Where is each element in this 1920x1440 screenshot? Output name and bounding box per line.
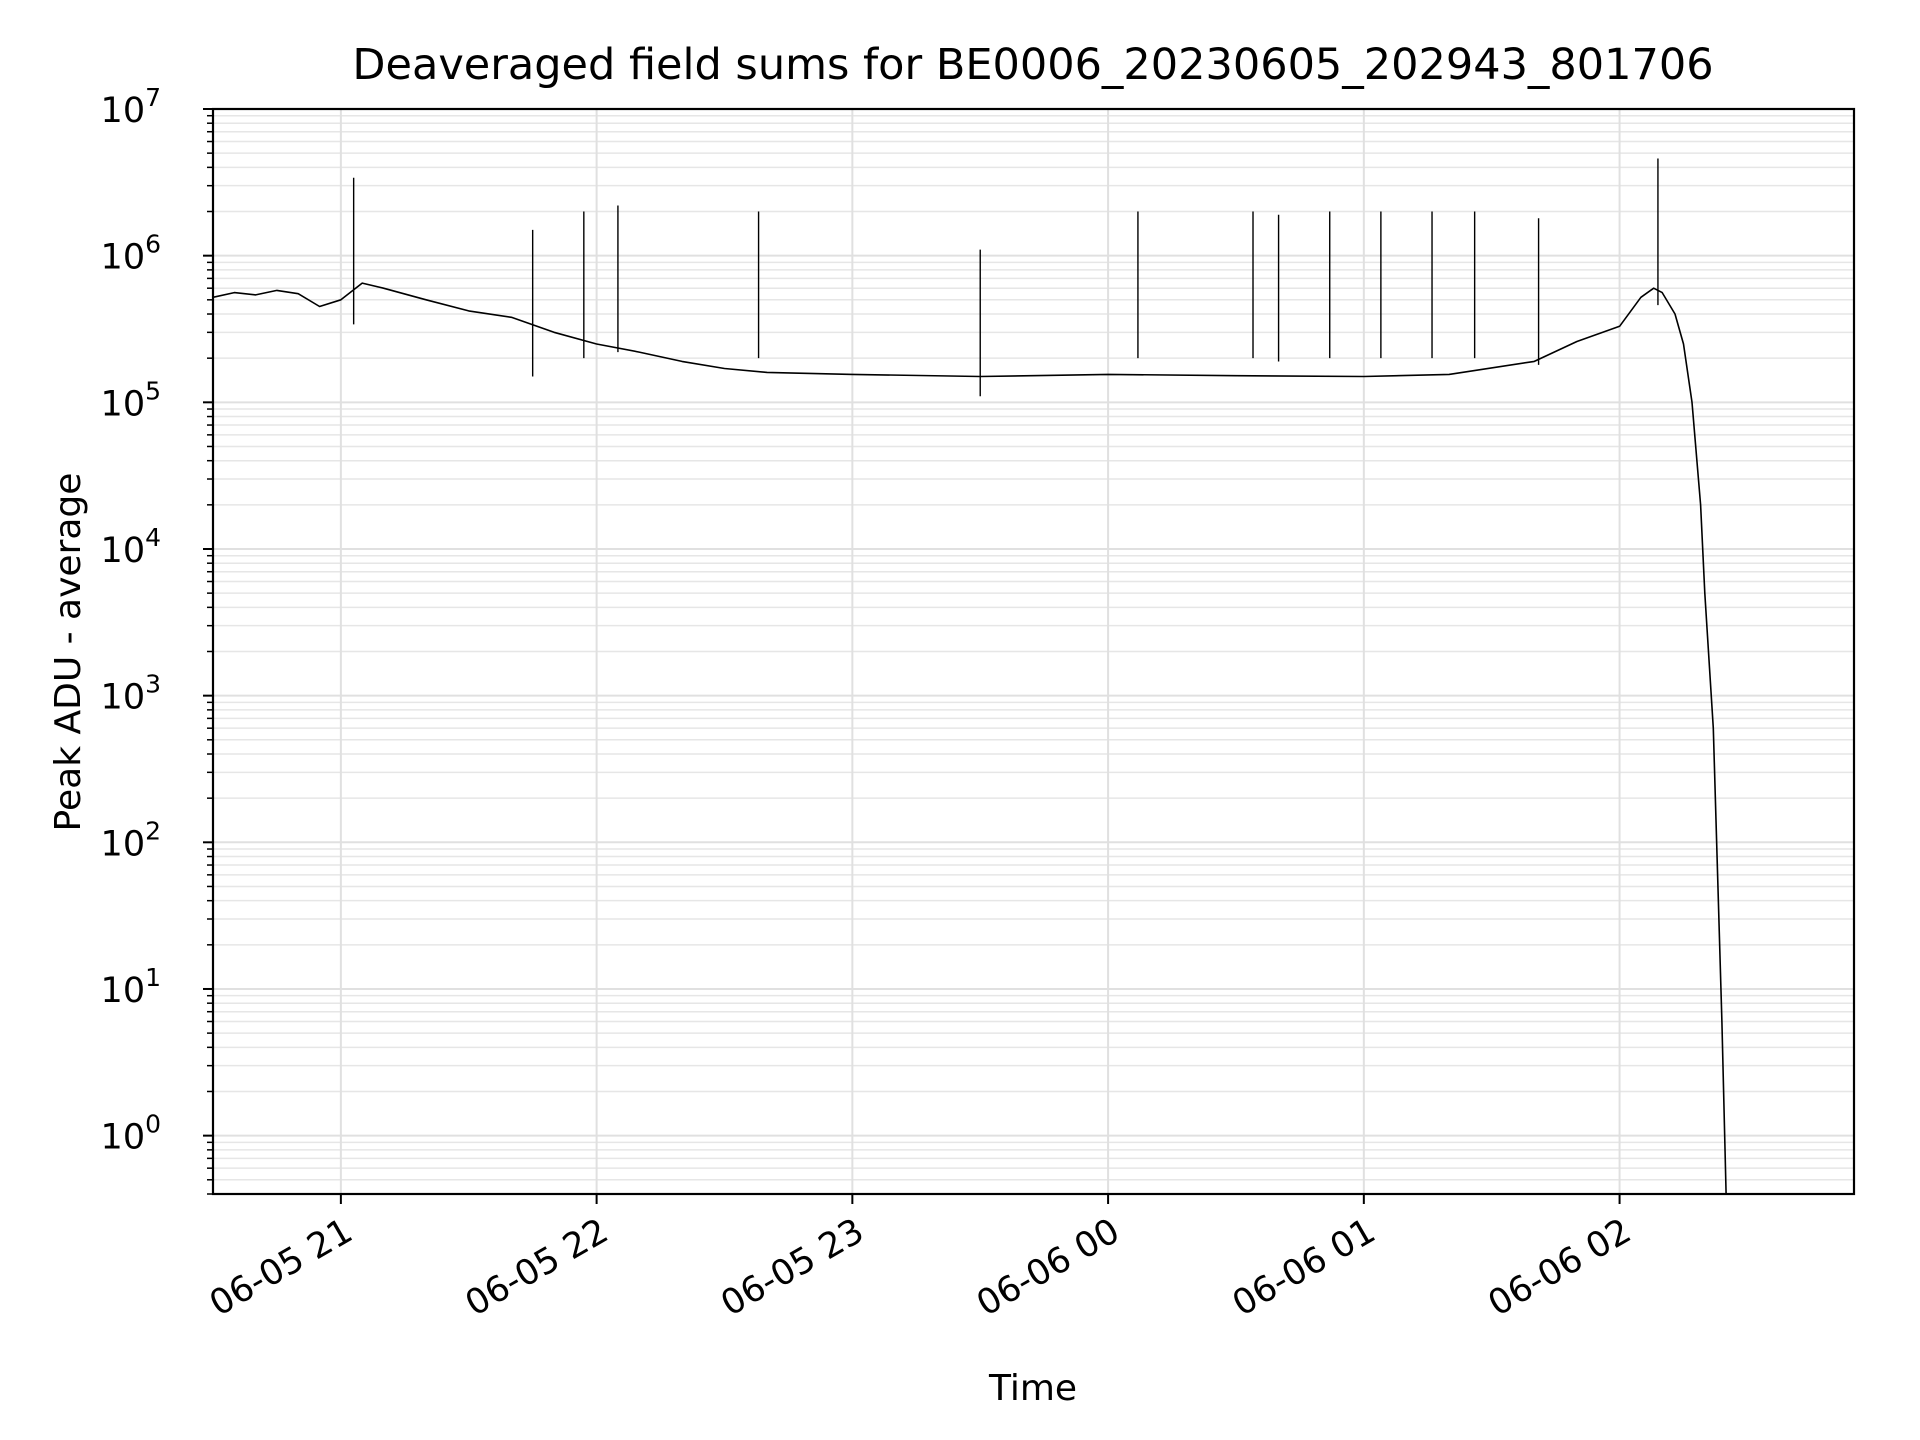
y-axis-label: Peak ADU - average — [48, 473, 89, 832]
x-axis-label: Time — [988, 1368, 1077, 1409]
y-tick-label: 101 — [101, 963, 161, 1011]
y-tick-label: 100 — [101, 1110, 161, 1158]
y-axis: 100 101 102 103 104 105 106 107 — [101, 83, 213, 1195]
series-layer — [212, 158, 1727, 1195]
chart-title: Deaveraged field sums for BE0006_2023060… — [352, 40, 1713, 90]
y-tick-label: 105 — [101, 376, 161, 424]
y-tick-label: 102 — [101, 816, 161, 864]
grid — [213, 108, 1854, 1195]
y-tick-label: 104 — [101, 523, 161, 571]
y-tick-label: 107 — [101, 83, 161, 131]
y-tick-label: 103 — [101, 670, 161, 718]
y-tick-label: 106 — [101, 230, 161, 278]
